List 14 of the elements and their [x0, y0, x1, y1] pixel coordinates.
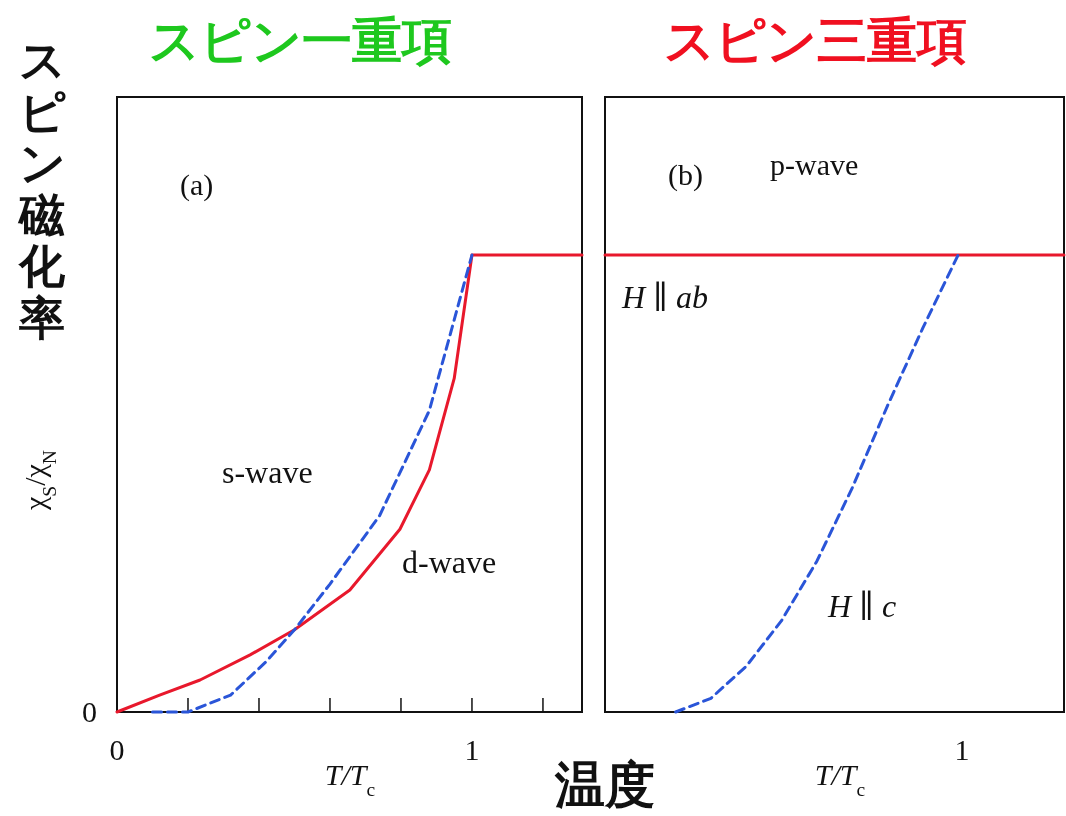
- text: s-wave: [222, 454, 313, 490]
- text: (a): [180, 168, 214, 202]
- text: p-wave: [770, 148, 859, 181]
- text: (b): [668, 158, 703, 192]
- chart-title: スピン一重項: [148, 12, 452, 70]
- x-axis-title: T/T$_{c}$: [324, 758, 376, 800]
- series-label: d-wave: [402, 544, 497, 580]
- series-label: H ∥ ab: [621, 279, 708, 315]
- x-axis-title: T/T$_{c}$: [814, 758, 866, 800]
- text: 温度: [554, 756, 655, 814]
- series-label: H ∥ c: [827, 588, 897, 624]
- text: 0: [82, 695, 97, 728]
- chart-title: スピン三重項: [663, 12, 967, 70]
- text: スピン磁化率: [17, 33, 66, 345]
